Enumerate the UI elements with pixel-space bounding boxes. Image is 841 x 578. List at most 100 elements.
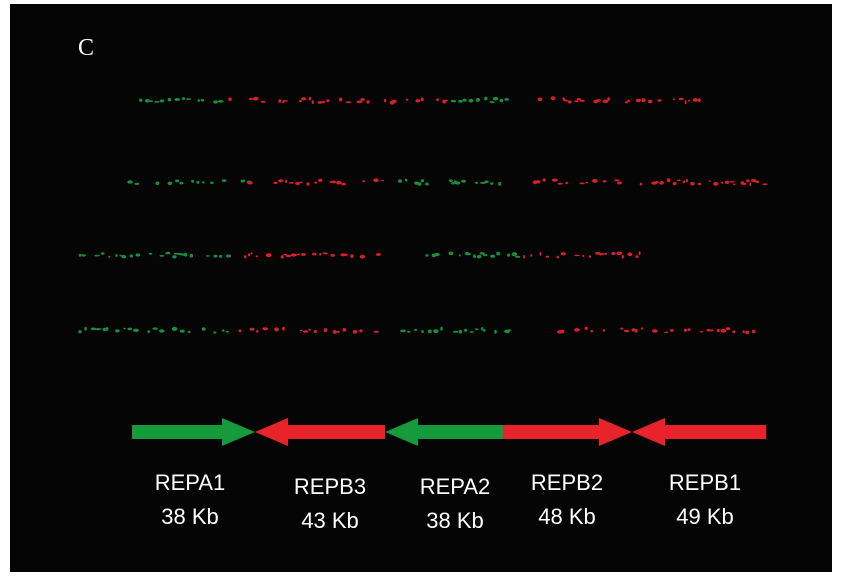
signal-dot <box>362 180 365 182</box>
signal-dot <box>281 255 284 259</box>
signal-dot <box>504 98 509 101</box>
signal-dot <box>160 99 165 102</box>
signal-dot <box>172 255 176 258</box>
signal-dot <box>449 252 454 256</box>
signal-dot <box>455 181 461 184</box>
signal-dot <box>282 327 285 331</box>
signal-dot <box>333 330 337 334</box>
signal-dot <box>745 331 749 335</box>
signal-dot <box>300 330 303 332</box>
signal-dot <box>339 98 342 102</box>
signal-dot <box>451 100 456 103</box>
signal-dot <box>239 329 242 332</box>
signal-dot <box>755 181 759 184</box>
signal-dot <box>552 179 558 182</box>
signal-dot <box>156 182 160 186</box>
signal-dot <box>543 178 546 181</box>
signal-dot <box>698 183 701 185</box>
signal-dot <box>353 330 357 334</box>
signal-dot <box>373 178 378 182</box>
signal-dot <box>228 98 232 102</box>
signal-dot <box>461 180 466 183</box>
signal-dot <box>428 330 432 334</box>
signal-dot <box>314 182 317 184</box>
signal-dot <box>210 182 214 184</box>
signal-dot <box>476 98 480 102</box>
signal-dot <box>634 329 637 333</box>
signal-dot <box>291 253 297 256</box>
signal-dot <box>546 256 550 258</box>
signal-dot <box>336 181 342 185</box>
signal-dot <box>540 252 542 256</box>
segment-name: REPA1 <box>155 470 226 495</box>
signal-dot <box>743 330 745 333</box>
signal-dot <box>490 101 495 103</box>
signal-dot <box>312 100 314 104</box>
signal-dot <box>709 329 713 331</box>
signal-dot <box>636 99 641 102</box>
signal-dot <box>253 97 259 101</box>
segment-name: REPB3 <box>294 474 366 499</box>
signal-dot <box>341 183 346 186</box>
signal-dot <box>477 255 482 259</box>
signal-dot <box>357 101 363 104</box>
signal-dot <box>453 331 458 333</box>
signal-dot <box>128 328 133 331</box>
signal-dot <box>266 253 272 257</box>
signal-dot <box>440 327 442 331</box>
signal-dot <box>667 178 670 182</box>
signal-dot <box>574 328 580 332</box>
signal-dot <box>469 99 474 103</box>
signal-dot <box>297 254 300 256</box>
signal-dot <box>115 254 117 257</box>
segment-name: REPB2 <box>531 470 603 495</box>
signal-dot <box>743 183 747 185</box>
signal-dot <box>180 330 185 333</box>
signal-dot <box>627 252 632 256</box>
signal-dot <box>416 99 421 102</box>
signal-dot <box>359 329 362 332</box>
signal-dot <box>206 255 210 257</box>
signal-dot <box>622 255 624 258</box>
segment-name: REPB1 <box>669 470 741 495</box>
signal-dot <box>406 99 409 101</box>
segment-size: 38 Kb <box>426 508 484 533</box>
signal-dot <box>652 329 658 332</box>
signal-dot <box>749 182 751 186</box>
signal-dot <box>78 330 81 333</box>
signal-dot <box>468 253 471 255</box>
signal-dot <box>106 327 109 331</box>
signal-dot <box>480 252 485 255</box>
signal-dot <box>459 330 462 334</box>
signal-dot <box>507 329 511 331</box>
segment-size: 49 Kb <box>676 504 734 529</box>
signal-dot <box>323 252 328 254</box>
signal-dot <box>698 98 701 102</box>
signal-dot <box>592 179 598 183</box>
signal-dot <box>449 179 453 182</box>
signal-dot <box>331 254 335 257</box>
signal-dot <box>343 328 347 332</box>
signal-dot <box>301 253 306 256</box>
signal-dot <box>688 100 690 102</box>
signal-dot <box>360 98 365 101</box>
signal-dot <box>551 96 556 100</box>
signal-dot <box>557 183 563 185</box>
signal-dot <box>459 254 461 256</box>
signal-dot <box>326 99 329 102</box>
signal-dot <box>202 327 206 331</box>
signal-dot <box>213 332 216 334</box>
signal-dot <box>484 97 487 101</box>
signal-dot <box>657 99 661 102</box>
signal-dot <box>261 101 266 103</box>
signal-dot <box>726 327 730 330</box>
signal-dot <box>586 182 589 184</box>
signal-dot <box>616 252 622 255</box>
signal-dot <box>336 331 340 333</box>
signal-dot <box>188 331 191 333</box>
signal-dot <box>464 329 467 332</box>
signal-dot <box>596 99 601 102</box>
signal-dot <box>512 252 518 256</box>
signal-dot <box>648 100 652 104</box>
signal-dot <box>421 98 424 102</box>
